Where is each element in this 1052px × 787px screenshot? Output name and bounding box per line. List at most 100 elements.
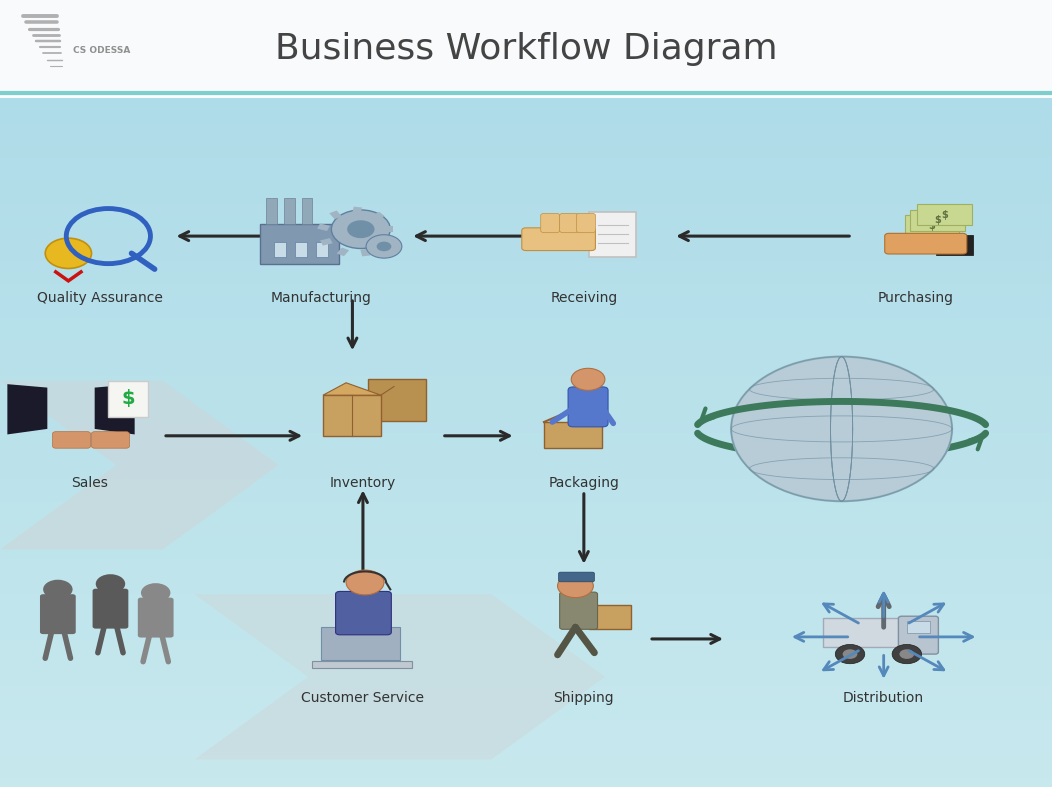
Text: Inventory: Inventory — [330, 475, 396, 490]
Polygon shape — [0, 381, 279, 549]
Bar — [0, 271, 1052, 282]
Bar — [0, 569, 1052, 581]
Bar — [0, 581, 1052, 592]
Circle shape — [899, 649, 914, 659]
Text: $: $ — [934, 216, 940, 225]
Bar — [0, 431, 1052, 442]
Bar — [361, 249, 370, 257]
Bar — [0, 236, 1052, 248]
Bar — [0, 684, 1052, 695]
Circle shape — [346, 570, 384, 595]
FancyBboxPatch shape — [589, 212, 636, 257]
Bar — [0, 489, 1052, 500]
Text: Customer Service: Customer Service — [302, 691, 424, 704]
FancyBboxPatch shape — [53, 431, 90, 449]
Bar — [0, 546, 1052, 557]
Bar — [0, 133, 1052, 144]
Bar — [0, 775, 1052, 787]
Bar — [0, 282, 1052, 294]
Bar — [0, 592, 1052, 604]
FancyBboxPatch shape — [541, 213, 560, 233]
Text: Shipping: Shipping — [553, 691, 614, 704]
Circle shape — [43, 580, 73, 599]
Bar — [0, 121, 1052, 133]
Circle shape — [843, 649, 857, 659]
Circle shape — [835, 645, 865, 663]
FancyBboxPatch shape — [885, 233, 967, 254]
FancyBboxPatch shape — [560, 592, 598, 630]
Bar — [0, 339, 1052, 351]
Bar — [0, 168, 1052, 179]
Circle shape — [141, 583, 170, 603]
Bar — [320, 238, 332, 246]
Bar — [0, 637, 1052, 649]
FancyBboxPatch shape — [905, 216, 959, 236]
Bar — [0, 604, 1052, 615]
Bar — [0, 500, 1052, 512]
FancyBboxPatch shape — [295, 242, 307, 257]
Text: Packaging: Packaging — [548, 475, 620, 490]
Circle shape — [45, 238, 92, 268]
FancyBboxPatch shape — [823, 619, 902, 647]
Bar — [0, 454, 1052, 466]
Circle shape — [558, 575, 593, 597]
FancyBboxPatch shape — [284, 198, 295, 224]
FancyBboxPatch shape — [108, 381, 148, 416]
Bar — [0, 557, 1052, 569]
Bar — [0, 144, 1052, 156]
FancyBboxPatch shape — [544, 422, 602, 449]
Bar — [0, 374, 1052, 386]
Text: Purchasing: Purchasing — [877, 291, 953, 305]
FancyBboxPatch shape — [93, 589, 128, 629]
FancyBboxPatch shape — [92, 431, 129, 449]
Bar — [317, 224, 330, 231]
Polygon shape — [195, 594, 605, 759]
FancyBboxPatch shape — [522, 228, 595, 250]
FancyBboxPatch shape — [323, 395, 381, 437]
FancyBboxPatch shape — [936, 235, 973, 255]
Text: Distribution: Distribution — [843, 691, 925, 704]
Polygon shape — [7, 384, 47, 434]
Bar — [0, 512, 1052, 523]
Bar — [337, 247, 349, 257]
Bar — [0, 351, 1052, 362]
Bar — [0, 98, 1052, 110]
FancyBboxPatch shape — [336, 592, 391, 635]
Bar — [0, 661, 1052, 672]
FancyBboxPatch shape — [260, 224, 339, 264]
Bar — [0, 615, 1052, 626]
Bar — [0, 179, 1052, 190]
Bar — [383, 227, 393, 232]
FancyBboxPatch shape — [559, 572, 594, 582]
Polygon shape — [95, 384, 135, 434]
Circle shape — [892, 645, 922, 663]
Bar — [0, 110, 1052, 121]
Bar — [0, 718, 1052, 730]
FancyBboxPatch shape — [560, 213, 579, 233]
Bar — [371, 212, 385, 220]
Bar — [0, 294, 1052, 305]
Polygon shape — [323, 382, 381, 395]
FancyBboxPatch shape — [589, 604, 631, 629]
Bar — [0, 764, 1052, 775]
Text: CS ODESSA: CS ODESSA — [74, 46, 130, 55]
FancyBboxPatch shape — [910, 210, 965, 231]
Text: $: $ — [942, 210, 948, 220]
Circle shape — [377, 242, 391, 251]
Text: Receiving: Receiving — [550, 291, 618, 305]
Circle shape — [347, 220, 375, 238]
Bar — [0, 224, 1052, 236]
Bar — [352, 207, 362, 214]
Bar — [0, 534, 1052, 546]
Circle shape — [571, 368, 605, 390]
Bar — [0, 305, 1052, 316]
Polygon shape — [381, 386, 394, 395]
Bar — [0, 707, 1052, 718]
Bar — [0, 695, 1052, 707]
Bar — [0, 362, 1052, 374]
Text: Quality Assurance: Quality Assurance — [37, 291, 163, 305]
Circle shape — [731, 357, 952, 501]
Bar — [0, 156, 1052, 167]
Text: $: $ — [122, 389, 135, 408]
Bar — [0, 259, 1052, 271]
